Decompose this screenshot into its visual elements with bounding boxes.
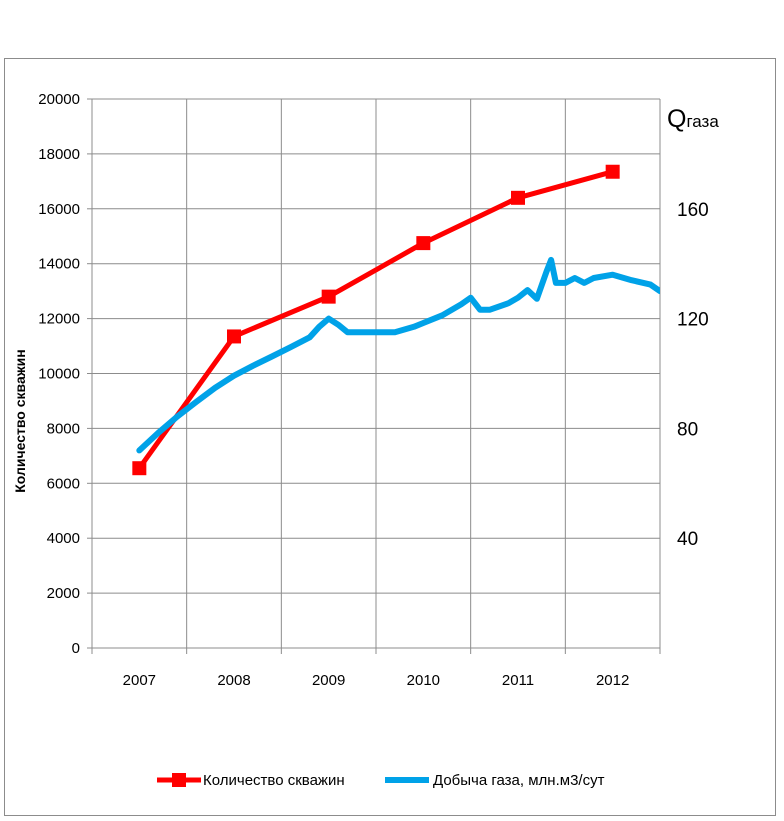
y-tick-label: 6000 (47, 475, 80, 492)
data-point-marker (416, 236, 431, 251)
y-tick-label: 8000 (47, 420, 80, 437)
series-line-1 (136, 169, 616, 471)
y-axis-label: Количество скважин (12, 349, 28, 492)
legend: Количество скважин Добыча газа, млн.м3/су… (157, 772, 605, 789)
y-tick-label: 4000 (47, 530, 80, 547)
chart-svg: 0 2000 4000 6000 8000 10000 12000 14000 16000 180… (12, 91, 719, 789)
legend-label-2: Добыча газа, млн.м3/сут (433, 772, 605, 789)
x-tick-label: 2007 (123, 672, 156, 689)
right-tick-label: 40 (677, 529, 698, 550)
x-tick-label: 2009 (312, 672, 345, 689)
x-tick-label: 2010 (407, 672, 440, 689)
x-tick-label: 2008 (217, 672, 250, 689)
y-tick-label: 10000 (38, 366, 80, 383)
right-axis-title-main: Q (667, 105, 686, 133)
right-tick-labels: 40 80 120 160 (677, 200, 709, 550)
right-axis-title-sub: газа (686, 112, 719, 131)
x-tick-label: 2012 (596, 672, 629, 689)
data-point-marker (321, 289, 336, 304)
y-tick-label: 0 (72, 640, 80, 657)
y-tick-labels: 0 2000 4000 6000 8000 10000 12000 14000 16000 180… (38, 91, 80, 657)
right-tick-label: 80 (677, 419, 698, 440)
y-tick-label: 2000 (47, 585, 80, 602)
x-tick-labels: 2007 2008 2009 2010 2011 2012 (123, 672, 630, 689)
legend-label-1: Количество скважин (203, 772, 345, 789)
y-tick-label: 20000 (38, 91, 80, 108)
legend-swatch-marker-1 (172, 773, 186, 787)
y-tick-label: 14000 (38, 256, 80, 273)
x-tick-label: 2011 (502, 672, 534, 689)
data-point-marker (132, 461, 147, 476)
right-axis-title: Qгаза (667, 105, 719, 133)
data-point-marker (605, 164, 620, 179)
data-point-marker (511, 190, 525, 205)
right-tick-label: 160 (677, 200, 709, 221)
series-line-2 (136, 256, 660, 454)
chart-frame: 0 2000 4000 6000 8000 10000 12000 14000 16000 180… (4, 58, 776, 816)
series-group (132, 164, 660, 476)
axes (87, 98, 661, 654)
right-tick-label: 120 (677, 310, 709, 331)
y-tick-label: 18000 (38, 146, 80, 163)
data-point-marker (227, 329, 241, 344)
y-tick-label: 16000 (38, 201, 80, 218)
y-tick-label: 12000 (38, 311, 80, 328)
